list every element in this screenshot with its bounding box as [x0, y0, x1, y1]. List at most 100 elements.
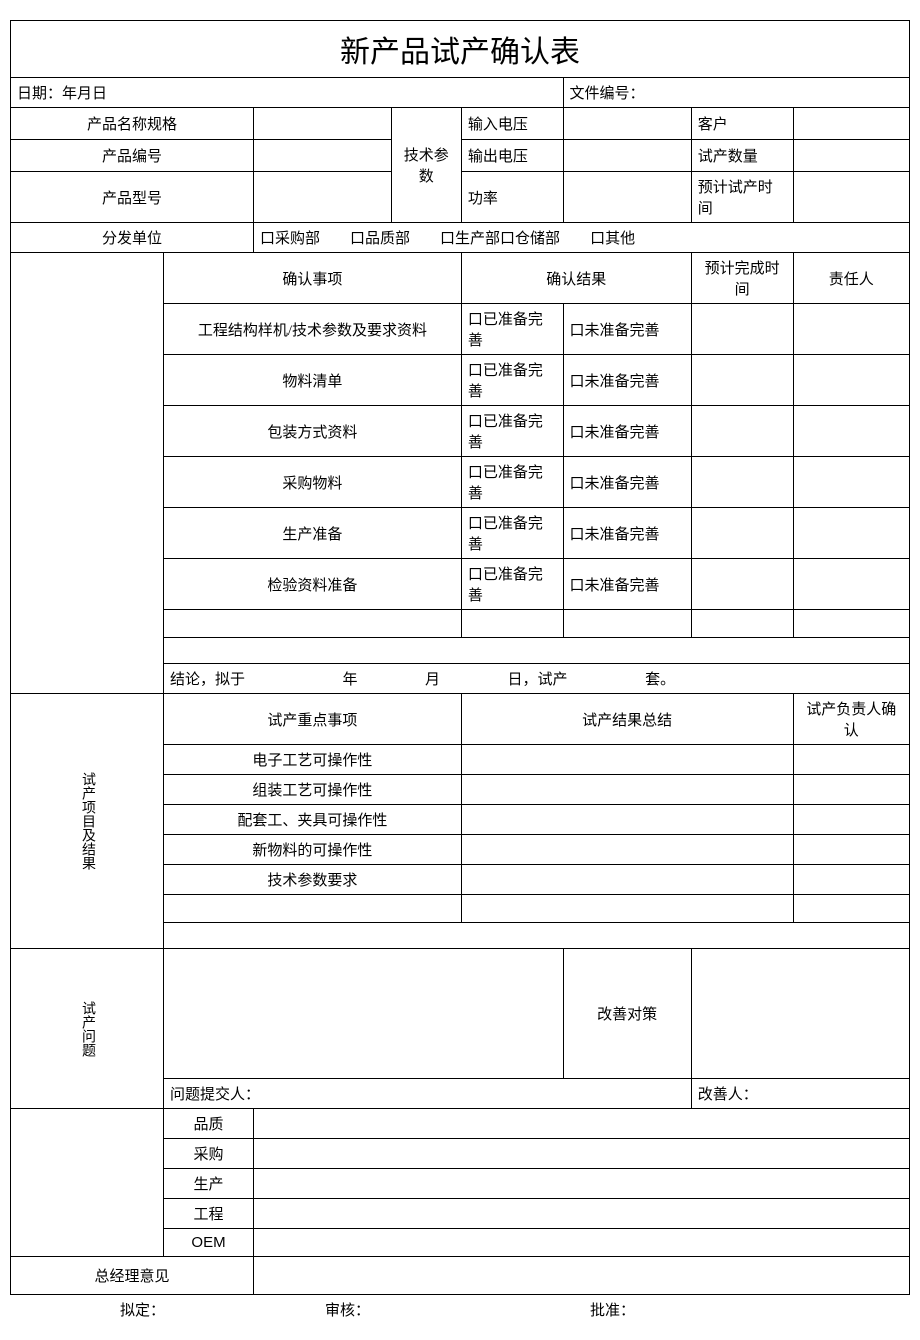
confirm-eta-3[interactable] [691, 457, 793, 508]
confirm-eta-4[interactable] [691, 508, 793, 559]
confirm-notprepared-1[interactable]: 口未准备完善 [563, 355, 691, 406]
dept-0: 品质 [164, 1109, 254, 1139]
confirm-row-blank1[interactable] [164, 610, 462, 638]
output-voltage-label: 输出电压 [461, 140, 563, 172]
product-model-value[interactable] [254, 172, 392, 223]
confirm-item-header: 确认事项 [164, 253, 462, 304]
trial-summary-4[interactable] [461, 865, 793, 895]
dept-3-value[interactable] [254, 1199, 910, 1229]
dept-4-value[interactable] [254, 1229, 910, 1257]
confirm-row-0: 工程结构样机/技术参数及要求资料 [164, 304, 462, 355]
confirm-prepared-1[interactable]: 口已准备完善 [461, 355, 563, 406]
confirm-prepared-3[interactable]: 口已准备完善 [461, 457, 563, 508]
gm-label: 总经理意见 [11, 1257, 254, 1295]
improve-text-area[interactable] [691, 949, 909, 1079]
confirm-prepared-5[interactable]: 口已准备完善 [461, 559, 563, 610]
confirm-eta-header: 预计完成时间 [691, 253, 793, 304]
confirm-eta-2[interactable] [691, 406, 793, 457]
gm-value[interactable] [254, 1257, 910, 1295]
confirm-notprepared-4[interactable]: 口未准备完善 [563, 508, 691, 559]
confirm-eta-5[interactable] [691, 559, 793, 610]
confirm-prepared-blank1[interactable] [461, 610, 563, 638]
customer-value[interactable] [793, 108, 910, 140]
dept-4: OEM [164, 1229, 254, 1257]
confirm-row-3: 采购物料 [164, 457, 462, 508]
confirm-notprepared-blank1[interactable] [563, 610, 691, 638]
dist-quality[interactable]: 口品质部 [350, 227, 410, 248]
trial-confirm-2[interactable] [793, 805, 910, 835]
dist-purchasing[interactable]: 口采购部 [260, 227, 320, 248]
dept-2-value[interactable] [254, 1169, 910, 1199]
conclusion-month: 月 [425, 672, 440, 688]
confirm-notprepared-3[interactable]: 口未准备完善 [563, 457, 691, 508]
confirm-eta-blank1[interactable] [691, 610, 793, 638]
dist-other[interactable]: 口其他 [590, 227, 635, 248]
footer-approved: 批准： [590, 1299, 635, 1320]
confirm-notprepared-2[interactable]: 口未准备完善 [563, 406, 691, 457]
trial-summary-blank[interactable] [461, 895, 793, 923]
trial-confirm-0[interactable] [793, 745, 910, 775]
trial-row-3: 新物料的可操作性 [164, 835, 462, 865]
confirm-owner-0[interactable] [793, 304, 910, 355]
dist-warehouse[interactable]: 口仓储部 [500, 227, 560, 248]
trial-row-blank2[interactable] [164, 923, 910, 949]
confirm-row-2: 包装方式资料 [164, 406, 462, 457]
confirm-prepared-0[interactable]: 口已准备完善 [461, 304, 563, 355]
trial-confirm-blank[interactable] [793, 895, 910, 923]
improver-label: 改善人： [691, 1079, 909, 1109]
confirm-owner-4[interactable] [793, 508, 910, 559]
trial-confirm-3[interactable] [793, 835, 910, 865]
confirm-notprepared-5[interactable]: 口未准备完善 [563, 559, 691, 610]
dept-2: 生产 [164, 1169, 254, 1199]
trial-confirm-1[interactable] [793, 775, 910, 805]
dept-1-value[interactable] [254, 1139, 910, 1169]
confirm-eta-0[interactable] [691, 304, 793, 355]
confirm-row-blank2[interactable] [164, 638, 910, 664]
product-name-label: 产品名称规格 [11, 108, 254, 140]
doc-no-label: 文件编号： [563, 78, 909, 108]
confirm-eta-1[interactable] [691, 355, 793, 406]
confirm-prepared-2[interactable]: 口已准备完善 [461, 406, 563, 457]
est-time-value[interactable] [793, 172, 910, 223]
trial-row-1: 组装工艺可操作性 [164, 775, 462, 805]
trial-summary-3[interactable] [461, 835, 793, 865]
dept-1: 采购 [164, 1139, 254, 1169]
confirm-owner-header: 责任人 [793, 253, 910, 304]
trial-confirm-4[interactable] [793, 865, 910, 895]
problems-vlabel: 试产问题 [11, 949, 164, 1109]
product-code-value[interactable] [254, 140, 392, 172]
form-page: 新产品试产确认表 日期：年月日 文件编号： 产品名称规格 技术参数 输入电压 客… [10, 20, 910, 1320]
trial-qty-value[interactable] [793, 140, 910, 172]
dist-production[interactable]: 口生产部 [440, 227, 500, 248]
output-voltage-value[interactable] [563, 140, 691, 172]
confirm-row-4: 生产准备 [164, 508, 462, 559]
trial-vlabel: 试产项目及结果 [11, 694, 164, 949]
conclusion-b: 日，试产 [508, 672, 568, 688]
trial-row-2: 配套工、夹具可操作性 [164, 805, 462, 835]
confirm-owner-1[interactable] [793, 355, 910, 406]
power-label: 功率 [461, 172, 563, 223]
problem-text-area[interactable] [164, 949, 564, 1079]
product-name-value[interactable] [254, 108, 392, 140]
dept-0-value[interactable] [254, 1109, 910, 1139]
confirm-prepared-4[interactable]: 口已准备完善 [461, 508, 563, 559]
input-voltage-value[interactable] [563, 108, 691, 140]
improve-label: 改善对策 [563, 949, 691, 1079]
trial-summary-1[interactable] [461, 775, 793, 805]
confirm-owner-3[interactable] [793, 457, 910, 508]
trial-row-0: 电子工艺可操作性 [164, 745, 462, 775]
trial-focus-header: 试产重点事项 [164, 694, 462, 745]
submitter-label: 问题提交人： [164, 1079, 692, 1109]
footer-reviewed: 审核： [325, 1299, 370, 1320]
confirm-owner-blank1[interactable] [793, 610, 910, 638]
confirm-notprepared-0[interactable]: 口未准备完善 [563, 304, 691, 355]
power-value[interactable] [563, 172, 691, 223]
footer-drafted: 拟定： [120, 1299, 165, 1320]
trial-row-blank[interactable] [164, 895, 462, 923]
trial-summary-2[interactable] [461, 805, 793, 835]
confirm-owner-2[interactable] [793, 406, 910, 457]
confirm-owner-5[interactable] [793, 559, 910, 610]
main-table: 新产品试产确认表 日期：年月日 文件编号： 产品名称规格 技术参数 输入电压 客… [10, 20, 910, 1295]
trial-summary-0[interactable] [461, 745, 793, 775]
est-time-label: 预计试产时间 [691, 172, 793, 223]
